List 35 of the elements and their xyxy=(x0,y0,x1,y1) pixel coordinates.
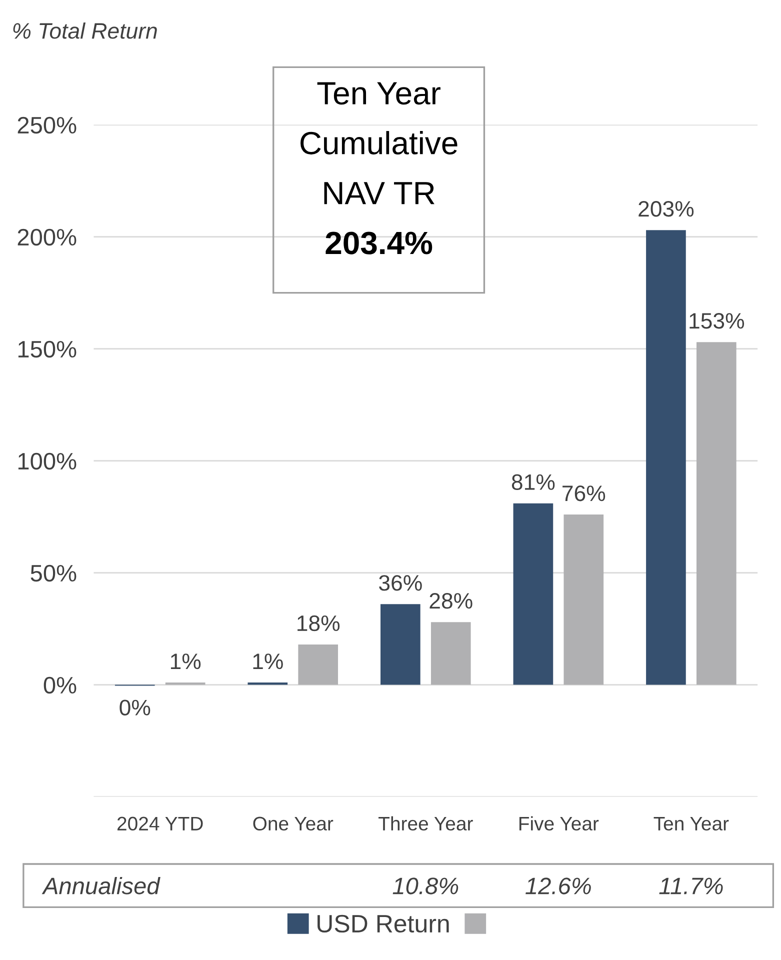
text: 11.7% xyxy=(659,878,723,894)
bar xyxy=(513,503,554,685)
data-label: 18% xyxy=(298,615,340,632)
y-tick-label: 0% xyxy=(44,676,76,694)
bar xyxy=(646,230,686,685)
x-tick-label: Three Year xyxy=(378,816,473,831)
legend-label: USD Return xyxy=(318,914,449,933)
y-tick-label: 50% xyxy=(30,564,76,582)
bar xyxy=(696,342,736,685)
data-label: 0% xyxy=(120,700,150,716)
x-tick-label: Five Year xyxy=(519,816,599,831)
data-label: 203% xyxy=(638,200,694,217)
annotation: Ten Year Cumulative NAV TR 203.4% xyxy=(300,82,458,254)
x-tick-label: One Year xyxy=(253,816,334,831)
y-tick-label: 200% xyxy=(18,228,76,246)
bar xyxy=(564,514,604,685)
y-tick-label: 100% xyxy=(18,452,76,470)
text: Annualised xyxy=(42,876,160,894)
data-label: 1% xyxy=(170,654,201,670)
y-tick-label: 250% xyxy=(18,116,76,134)
text: 10.8% xyxy=(392,878,458,894)
x-tick-label: 2024 YTD xyxy=(117,816,203,831)
bar xyxy=(298,644,338,685)
data-label: 81% xyxy=(512,474,555,490)
bar xyxy=(380,604,420,685)
data-label: 76% xyxy=(562,485,606,502)
bar xyxy=(430,622,471,685)
y-axis-title: % Total Return xyxy=(13,22,157,39)
y-tick-label: 150% xyxy=(18,340,76,358)
data-label: 36% xyxy=(379,575,422,591)
data-label: 153% xyxy=(690,312,744,329)
data-label: 28% xyxy=(430,592,472,609)
text: 12.6% xyxy=(526,878,591,894)
data-label: 1% xyxy=(253,654,283,670)
x-tick-label: Ten Year xyxy=(654,816,729,831)
